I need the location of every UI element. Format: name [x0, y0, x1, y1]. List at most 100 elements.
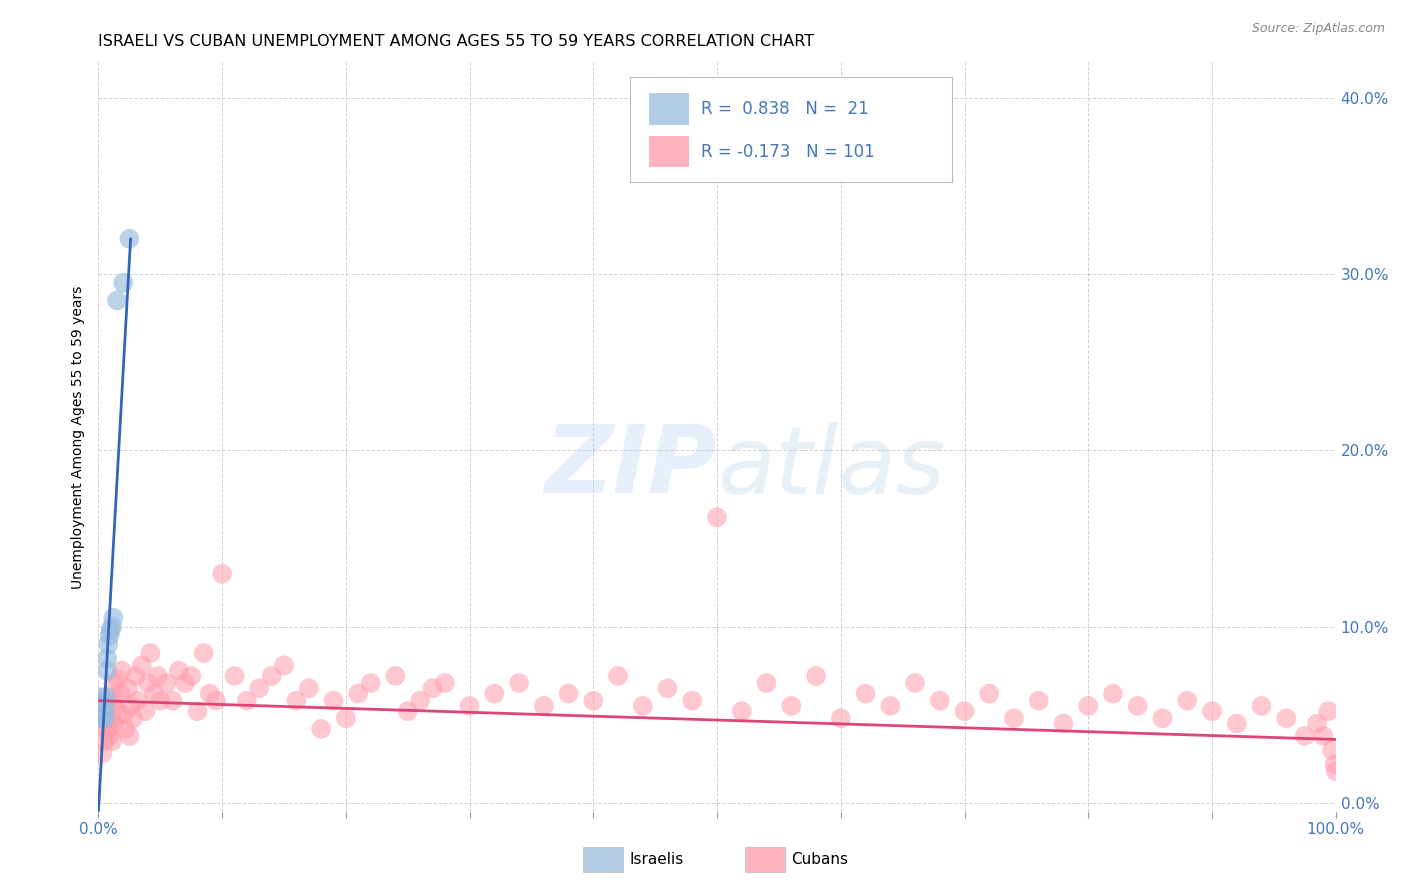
Text: Cubans: Cubans: [792, 853, 849, 867]
Point: [143, 687, 166, 701]
Point: [118, 729, 141, 743]
Point: [97, 722, 120, 736]
Point: [122, 711, 145, 725]
Point: [90, 702, 112, 716]
Point: [979, 687, 1001, 701]
Point: [309, 722, 332, 736]
Text: ISRAELI VS CUBAN UNEMPLOYMENT AMONG AGES 55 TO 59 YEARS CORRELATION CHART: ISRAELI VS CUBAN UNEMPLOYMENT AMONG AGES…: [98, 34, 814, 49]
Point: [162, 693, 184, 707]
Point: [928, 693, 950, 707]
Point: [1152, 711, 1174, 725]
Point: [198, 687, 221, 701]
FancyBboxPatch shape: [650, 136, 689, 168]
Point: [101, 734, 124, 748]
Point: [322, 693, 344, 707]
Point: [131, 658, 153, 673]
Point: [103, 676, 125, 690]
Point: [134, 704, 156, 718]
Point: [1028, 693, 1050, 707]
Point: [804, 669, 827, 683]
Point: [91, 711, 114, 725]
Point: [117, 681, 139, 696]
Point: [360, 676, 382, 690]
Point: [112, 707, 135, 722]
Point: [285, 693, 308, 707]
Point: [335, 711, 357, 725]
Point: [1312, 729, 1334, 743]
Point: [557, 687, 579, 701]
Point: [409, 693, 432, 707]
Point: [139, 646, 162, 660]
Point: [193, 646, 215, 660]
Point: [1052, 716, 1074, 731]
Point: [149, 693, 172, 707]
Point: [1323, 757, 1346, 772]
Point: [1077, 698, 1099, 713]
Point: [96, 698, 118, 713]
Point: [98, 628, 121, 642]
Point: [236, 693, 259, 707]
Y-axis label: Unemployment Among Ages 55 to 59 years: Unemployment Among Ages 55 to 59 years: [70, 285, 84, 589]
Point: [103, 716, 125, 731]
Point: [94, 690, 117, 705]
Point: [706, 510, 728, 524]
Point: [186, 704, 208, 718]
Point: [607, 669, 630, 683]
Point: [953, 704, 976, 718]
Point: [103, 611, 125, 625]
Point: [1324, 764, 1347, 779]
Text: Source: ZipAtlas.com: Source: ZipAtlas.com: [1251, 22, 1385, 36]
Point: [384, 669, 406, 683]
Point: [94, 711, 117, 725]
Point: [1250, 698, 1272, 713]
Point: [458, 698, 481, 713]
Point: [124, 669, 146, 683]
Point: [433, 676, 456, 690]
Point: [830, 711, 852, 725]
Text: atlas: atlas: [717, 422, 945, 513]
Point: [396, 704, 419, 718]
Point: [422, 681, 444, 696]
Point: [107, 673, 129, 687]
Text: R =  0.838   N =  21: R = 0.838 N = 21: [702, 100, 869, 118]
Point: [118, 232, 141, 246]
Point: [91, 747, 114, 761]
Point: [100, 711, 122, 725]
Text: R = -0.173   N = 101: R = -0.173 N = 101: [702, 143, 875, 161]
Point: [167, 664, 190, 678]
Point: [146, 669, 169, 683]
Point: [211, 566, 233, 581]
Point: [93, 734, 115, 748]
Point: [298, 681, 321, 696]
Point: [127, 693, 149, 707]
Point: [1320, 743, 1343, 757]
Point: [91, 698, 114, 713]
Point: [731, 704, 754, 718]
Point: [98, 729, 121, 743]
Point: [904, 676, 927, 690]
Point: [180, 669, 202, 683]
Point: [224, 669, 246, 683]
Point: [100, 623, 122, 637]
Point: [1126, 698, 1149, 713]
Point: [155, 676, 177, 690]
Point: [110, 687, 132, 701]
Point: [96, 722, 118, 736]
Point: [260, 669, 283, 683]
Point: [1226, 716, 1249, 731]
Point: [347, 687, 370, 701]
Point: [111, 664, 134, 678]
Point: [104, 693, 127, 707]
Point: [89, 704, 111, 718]
Point: [247, 681, 270, 696]
Point: [1175, 693, 1198, 707]
Point: [105, 704, 128, 718]
Point: [1002, 711, 1025, 725]
Point: [105, 293, 128, 308]
Point: [1201, 704, 1223, 718]
Point: [136, 676, 159, 690]
Point: [114, 722, 136, 736]
Point: [1294, 729, 1316, 743]
Point: [657, 681, 679, 696]
FancyBboxPatch shape: [630, 78, 952, 182]
